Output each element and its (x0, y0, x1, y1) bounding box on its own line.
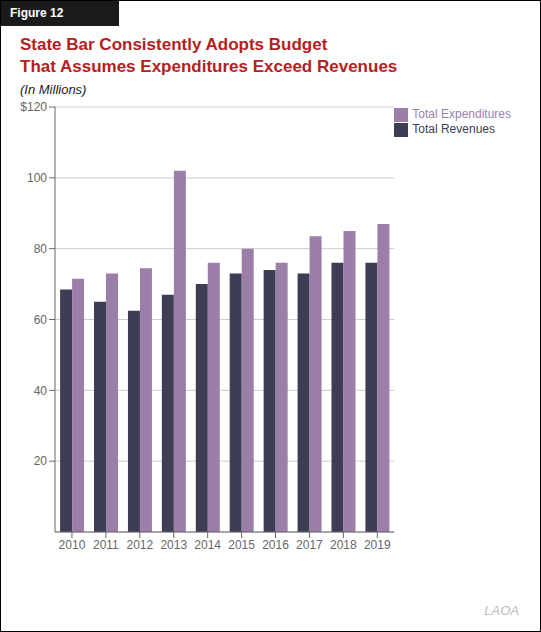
svg-text:2019: 2019 (364, 538, 391, 552)
html-text:State Bar Consistently Adopts: State Bar Consistently Adopts Budget (20, 35, 328, 54)
svg-text:2015: 2015 (228, 538, 255, 552)
svg-text:20: 20 (34, 454, 48, 468)
svg-text:2014: 2014 (194, 538, 221, 552)
svg-text:100: 100 (27, 171, 47, 185)
html-text:Figure 12: Figure 12 (10, 6, 64, 20)
html-text:LAOA: LAOA (484, 603, 519, 618)
svg-text:80: 80 (34, 242, 48, 256)
svg-text:2011: 2011 (93, 538, 119, 552)
svg-text:2013: 2013 (160, 538, 187, 552)
svg-text:2016: 2016 (262, 538, 289, 552)
html-text:Total Revenues: Total Revenues (412, 121, 495, 136)
svg-text:$120: $120 (20, 100, 47, 114)
svg-text:2012: 2012 (126, 538, 153, 552)
svg-text:60: 60 (34, 313, 48, 327)
html-text:Total Expenditures: Total Expenditures (412, 107, 511, 121)
svg-text:40: 40 (34, 384, 48, 398)
svg-text:2017: 2017 (296, 538, 323, 552)
svg-text:2010: 2010 (59, 538, 86, 552)
html-text:(In Millions): (In Millions) (20, 82, 87, 97)
html-text:That Assumes Expenditures Exce: That Assumes Expenditures Exceed Revenue… (20, 57, 398, 76)
svg-text:2018: 2018 (330, 538, 357, 552)
